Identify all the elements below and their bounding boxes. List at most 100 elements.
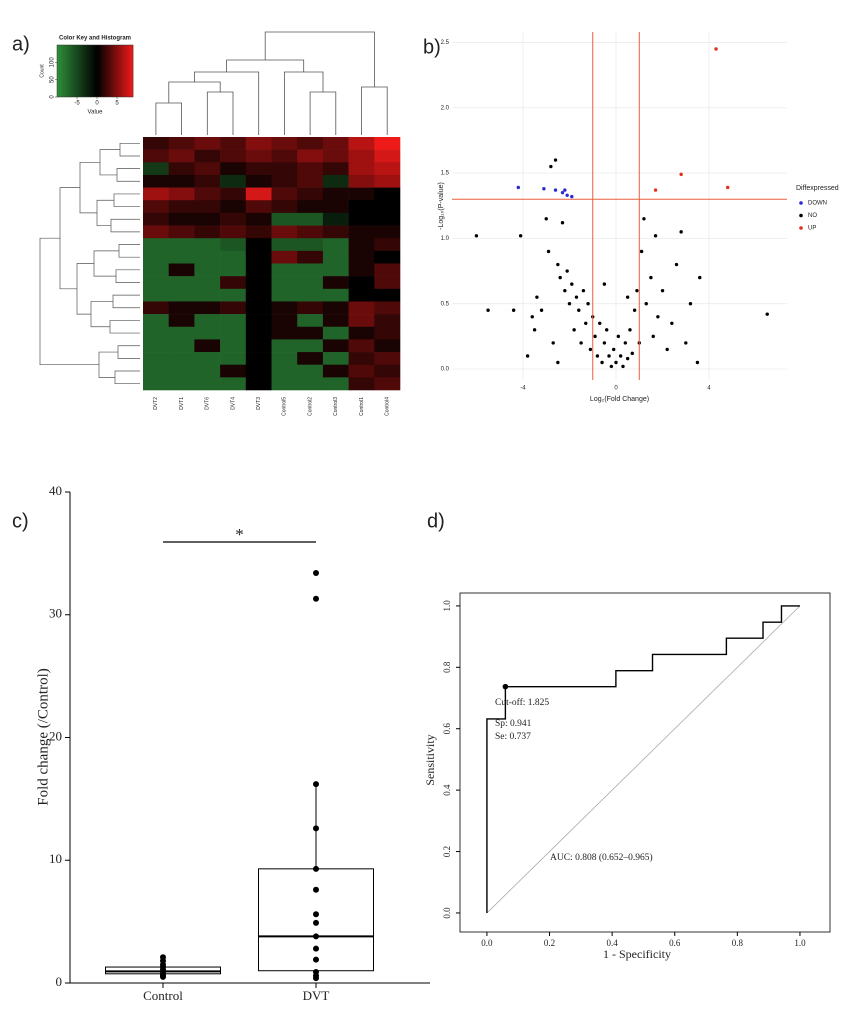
heatmap-cell bbox=[245, 263, 272, 277]
heatmap-cell bbox=[322, 364, 349, 378]
heatmap-cell bbox=[271, 263, 298, 277]
row-dendrogram bbox=[113, 193, 140, 207]
key-title: Color Key and Histogram bbox=[59, 36, 131, 42]
key-swatch bbox=[87, 45, 90, 97]
panel-label: b) bbox=[423, 36, 441, 58]
y-tick-label: 1.5 bbox=[441, 171, 450, 177]
y-tick-label: 0.0 bbox=[442, 907, 452, 919]
point bbox=[605, 328, 609, 332]
point bbox=[474, 234, 479, 238]
heatmap-cell bbox=[194, 225, 221, 239]
point bbox=[313, 865, 319, 872]
heatmap-cell bbox=[297, 263, 324, 277]
row-dendrogram bbox=[76, 263, 94, 315]
y-tick-label: 20 bbox=[49, 728, 62, 743]
heatmap-cell bbox=[168, 352, 195, 365]
heatmap-cell bbox=[194, 339, 221, 353]
heatmap-cell bbox=[348, 212, 375, 226]
point bbox=[558, 275, 562, 280]
heatmap-cell bbox=[168, 263, 195, 277]
heatmap-cell bbox=[322, 276, 349, 290]
key-swatch bbox=[77, 45, 80, 97]
heatmap-cell bbox=[322, 352, 349, 365]
column-dendrogram bbox=[155, 31, 388, 135]
key-y-tick-label: 0 bbox=[50, 95, 56, 99]
cutoff-point bbox=[502, 683, 509, 690]
heatmap-cell bbox=[220, 326, 247, 340]
x-tick-label: Control bbox=[143, 988, 183, 1003]
point bbox=[616, 334, 621, 339]
y-tick-label: 0.8 bbox=[442, 661, 452, 673]
key-x-tick-label: 5 bbox=[115, 101, 119, 107]
point bbox=[560, 221, 565, 225]
heatmap-cell bbox=[168, 238, 195, 252]
heatmap-cell bbox=[322, 225, 349, 239]
point bbox=[651, 334, 655, 339]
heatmap-cell bbox=[348, 377, 375, 391]
heatmap-cell bbox=[297, 212, 324, 226]
key-swatch bbox=[57, 45, 60, 97]
heatmap-cell bbox=[194, 250, 221, 264]
heatmap-cell bbox=[322, 187, 349, 201]
row-dendrogram bbox=[114, 370, 140, 385]
point bbox=[670, 321, 674, 326]
heatmap-cell bbox=[194, 200, 221, 214]
key-swatch bbox=[91, 45, 94, 97]
point bbox=[313, 933, 319, 940]
x-tick-label: 4 bbox=[707, 386, 711, 392]
row-dendrogram bbox=[119, 142, 140, 157]
heatmap-cell bbox=[168, 162, 195, 176]
y-axis-label: Fold change (/Control) bbox=[35, 668, 51, 805]
heatmap-cell bbox=[245, 137, 272, 150]
heatmap-cell bbox=[194, 212, 221, 226]
heatmap-cell bbox=[168, 200, 195, 214]
heatmap-cell bbox=[168, 339, 195, 353]
point bbox=[644, 302, 648, 306]
point bbox=[511, 308, 516, 312]
point bbox=[642, 217, 646, 221]
row-dendrogram bbox=[112, 294, 140, 309]
y-tick-label: 40 bbox=[49, 483, 62, 498]
key-swatch bbox=[129, 45, 132, 97]
heatmap-cell bbox=[271, 314, 298, 328]
key-x-tick-label: 0 bbox=[95, 101, 99, 107]
heatmap-cell bbox=[220, 250, 247, 264]
heatmap-cell bbox=[374, 225, 401, 239]
heatmap-cell bbox=[194, 137, 221, 150]
heatmap-cell bbox=[245, 174, 272, 188]
heatmap-cell bbox=[168, 276, 195, 290]
heatmap-cell bbox=[374, 187, 401, 201]
heatmap-cell bbox=[322, 238, 349, 252]
key-swatch bbox=[69, 45, 72, 97]
key-swatch bbox=[127, 45, 130, 97]
x-tick-label: 0.6 bbox=[669, 938, 681, 948]
y-tick-label: 0.0 bbox=[441, 367, 450, 373]
key-swatch bbox=[99, 45, 102, 97]
key-swatch bbox=[89, 45, 92, 97]
point bbox=[679, 172, 683, 177]
key-swatch bbox=[107, 45, 110, 97]
heatmap-cell bbox=[297, 276, 324, 290]
point bbox=[530, 315, 534, 319]
heatmap-cell bbox=[297, 238, 324, 252]
heatmap-cell bbox=[168, 288, 195, 302]
point bbox=[688, 302, 693, 306]
key-frame bbox=[56, 44, 134, 98]
key-swatch bbox=[67, 45, 70, 97]
heatmap-cell bbox=[143, 212, 169, 226]
heatmap-cell bbox=[297, 162, 324, 176]
point bbox=[625, 295, 630, 299]
heatmap-cell bbox=[220, 225, 247, 239]
x-axis-label: 1 - Specificity bbox=[603, 947, 671, 961]
heatmap-cell bbox=[374, 314, 401, 328]
heatmap-cell bbox=[322, 288, 349, 302]
point bbox=[553, 158, 558, 162]
x-tick-label: -4 bbox=[520, 386, 526, 392]
heatmap-cell bbox=[220, 288, 247, 302]
heatmap-cell bbox=[143, 364, 169, 378]
heatmap-cell bbox=[322, 174, 349, 188]
annotation: Se: 0.737 bbox=[495, 732, 531, 742]
point bbox=[518, 234, 523, 238]
